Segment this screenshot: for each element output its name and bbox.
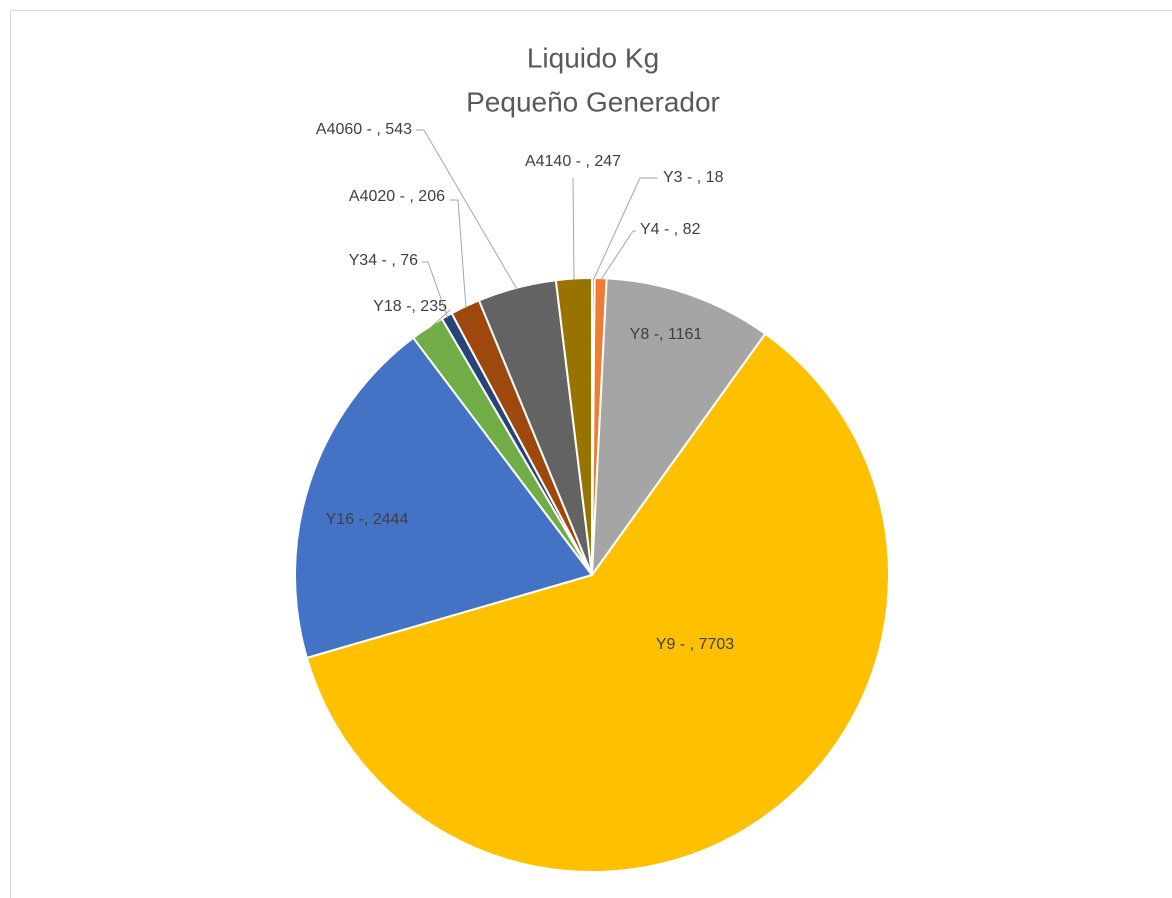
data-label: Y8 -, 1161 — [630, 326, 703, 343]
data-label: Y34 - , 76 — [349, 252, 418, 269]
chart-subtitle: Pequeño Generador — [466, 86, 720, 117]
data-label: Y4 - , 82 — [640, 221, 701, 238]
leader-line — [572, 177, 575, 281]
leader-line — [422, 261, 449, 318]
pie-slice — [294, 336, 594, 660]
chart-title: Liquido Kg — [527, 42, 659, 73]
data-label: A4140 - , 247 — [525, 153, 621, 170]
data-label: Y16 -, 2444 — [326, 511, 409, 528]
data-label: A4060 - , 543 — [316, 121, 412, 138]
pie-slice — [590, 277, 767, 579]
leader-line — [416, 129, 518, 290]
data-label: Y3 - , 18 — [663, 169, 724, 186]
data-label: A4020 - , 206 — [349, 188, 445, 205]
data-label: Y9 - , 7703 — [656, 636, 734, 653]
leader-line — [592, 177, 658, 281]
pie-slice — [305, 332, 890, 873]
data-label: Y18 -, 235 — [373, 298, 447, 315]
chart-border — [10, 10, 1172, 898]
leader-line — [450, 199, 467, 309]
leader-line — [600, 230, 636, 281]
